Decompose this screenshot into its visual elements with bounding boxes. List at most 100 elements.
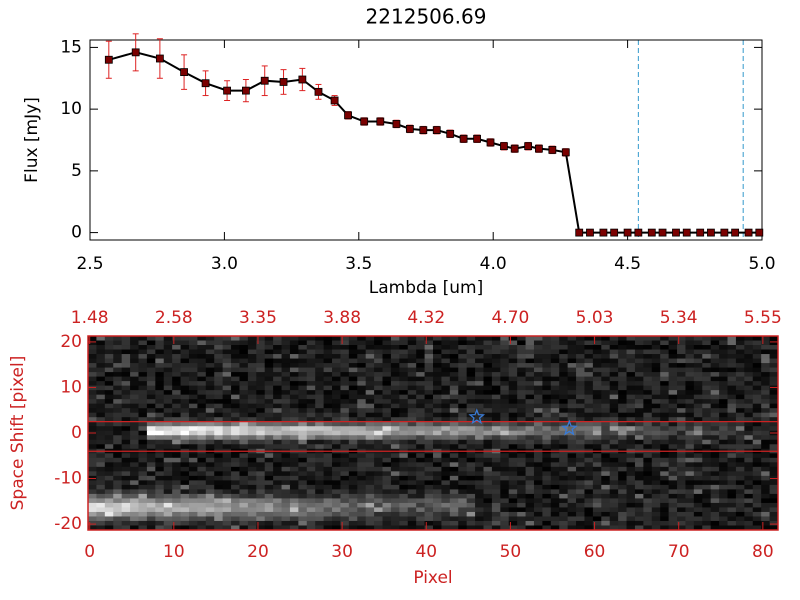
image-pixel <box>306 462 316 468</box>
image-pixel <box>685 376 695 382</box>
image-pixel <box>113 475 123 481</box>
image-pixel <box>592 516 602 522</box>
image-pixel <box>491 457 501 463</box>
image-pixel <box>710 484 720 490</box>
image-pixel <box>298 385 308 391</box>
image-pixel <box>626 520 636 526</box>
image-pixel <box>273 457 283 463</box>
image-pixel <box>231 426 240 432</box>
image-pixel <box>382 493 392 499</box>
image-pixel <box>761 507 771 513</box>
image-pixel <box>399 520 409 526</box>
image-pixel <box>357 430 367 436</box>
image-pixel <box>508 493 518 499</box>
image-pixel <box>761 367 771 373</box>
image-pixel <box>483 507 493 513</box>
image-pixel <box>273 520 283 526</box>
image-pixel <box>390 394 400 400</box>
image-pixel <box>685 372 695 378</box>
image-pixel <box>121 502 131 508</box>
image-pixel <box>449 358 459 364</box>
image-pixel <box>458 421 468 427</box>
image-pixel <box>735 489 745 495</box>
image-pixel <box>289 489 299 495</box>
image-pixel <box>702 435 712 441</box>
image-pixel <box>609 507 619 513</box>
image-pixel <box>205 516 215 522</box>
image-pixel <box>550 367 560 373</box>
image-pixel <box>618 412 628 418</box>
image-pixel <box>618 493 628 499</box>
image-pixel <box>315 475 325 481</box>
image-pixel <box>298 489 308 495</box>
image-pixel <box>130 516 139 522</box>
image-pixel <box>332 498 341 504</box>
image-pixel <box>155 471 165 477</box>
image-pixel <box>651 511 661 517</box>
image-pixel <box>247 345 257 351</box>
image-pixel <box>357 390 367 396</box>
image-pixel <box>533 340 543 346</box>
image-pixel <box>634 340 644 346</box>
image-pixel <box>769 471 778 477</box>
image-pixel <box>626 354 636 360</box>
image-pixel <box>390 408 400 414</box>
image-pixel <box>643 430 653 436</box>
data-point <box>314 87 323 96</box>
image-pixel <box>710 525 720 530</box>
image-pixel <box>390 480 400 486</box>
image-pixel <box>399 457 409 463</box>
image-pixel <box>483 372 493 378</box>
image-pixel <box>525 408 535 414</box>
image-pixel <box>702 399 712 405</box>
image-pixel <box>424 480 434 486</box>
image-pixel <box>390 493 400 499</box>
image-pixel <box>584 381 594 387</box>
image-pixel <box>542 421 552 427</box>
image-pixel <box>374 462 384 468</box>
image-pixel <box>584 435 594 441</box>
image-pixel <box>449 417 459 423</box>
image-pixel <box>576 480 585 486</box>
image-pixel <box>466 345 476 351</box>
image-pixel <box>130 394 139 400</box>
image-pixel <box>340 457 350 463</box>
image-pixel <box>416 525 426 530</box>
image-pixel <box>188 412 198 418</box>
image-pixel <box>550 520 560 526</box>
image-pixel <box>88 358 97 364</box>
image-pixel <box>121 457 131 463</box>
image-pixel <box>601 466 611 472</box>
image-pixel <box>769 399 778 405</box>
image-pixel <box>685 489 695 495</box>
image-pixel <box>592 502 602 508</box>
image-pixel <box>584 462 594 468</box>
image-pixel <box>550 507 560 513</box>
image-pixel <box>390 426 400 432</box>
image-pixel <box>357 511 367 517</box>
image-pixel <box>483 475 493 481</box>
image-pixel <box>744 385 754 391</box>
image-pixel <box>332 417 341 423</box>
image-pixel <box>761 340 771 346</box>
image-pixel <box>542 493 552 499</box>
image-pixel <box>256 453 266 459</box>
image-pixel <box>643 390 653 396</box>
image-pixel <box>634 498 644 504</box>
image-pixel <box>315 367 325 373</box>
image-pixel <box>130 489 139 495</box>
image-pixel <box>340 498 350 504</box>
image-pixel <box>357 394 367 400</box>
image-pixel <box>693 426 703 432</box>
image-pixel <box>332 367 341 373</box>
image-pixel <box>651 525 661 530</box>
image-pixel <box>433 430 442 436</box>
image-pixel <box>138 372 148 378</box>
image-pixel <box>559 507 569 513</box>
image-pixel <box>651 390 661 396</box>
image-pixel <box>121 480 131 486</box>
image-pixel <box>113 367 123 373</box>
image-pixel <box>348 507 358 513</box>
image-pixel <box>163 520 173 526</box>
image-pixel <box>735 417 745 423</box>
